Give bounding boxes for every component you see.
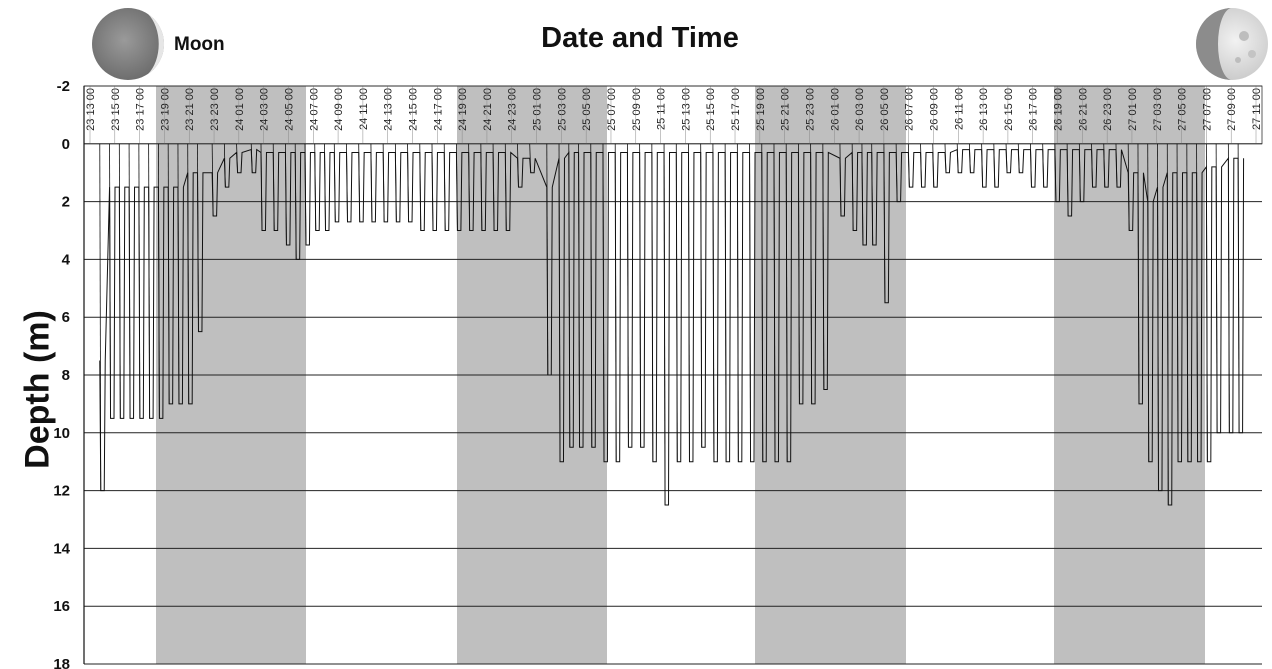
x-tick-label: 25 09 00	[631, 88, 643, 131]
x-tick-label: 23 17 00	[135, 88, 147, 131]
x-tick-label: 24 05 00	[283, 88, 295, 131]
y-tick-label: 4	[62, 251, 71, 268]
x-tick-label: 23 13 00	[85, 88, 97, 131]
x-tick-label: 25 15 00	[705, 88, 717, 131]
depth-trace-line	[99, 148, 1245, 506]
x-tick-label: 24 07 00	[308, 88, 320, 131]
x-tick-label: 24 09 00	[333, 88, 345, 131]
x-tick-label: 24 21 00	[482, 88, 494, 131]
x-tick-label: 24 03 00	[259, 88, 271, 131]
x-tick-label: 25 19 00	[755, 88, 767, 131]
x-tick-label: 23 21 00	[184, 88, 196, 131]
x-tick-label: 25 03 00	[556, 88, 568, 131]
x-tick-label: 27 07 00	[1201, 88, 1213, 131]
x-tick-label: 25 17 00	[730, 88, 742, 131]
x-tick-label: 26 23 00	[1102, 88, 1114, 131]
x-tick-label: 25 13 00	[680, 88, 692, 131]
y-tick-label: 18	[53, 656, 70, 669]
x-tick-label: 26 05 00	[879, 88, 891, 131]
x-tick-label: 23 23 00	[209, 88, 221, 131]
y-tick-label: 10	[53, 425, 70, 442]
moon-label: Moon	[174, 34, 225, 55]
x-tick-label: 24 19 00	[457, 88, 469, 131]
x-tick-label: 26 03 00	[854, 88, 866, 131]
x-tick-label: 26 07 00	[904, 88, 916, 131]
x-tick-label: 27 11 00	[1251, 88, 1263, 130]
x-tick-label: 27 01 00	[1127, 88, 1139, 131]
x-tick-label: 25 11 00	[656, 88, 668, 130]
x-tick-label: 24 01 00	[234, 88, 246, 131]
x-tick-label: 26 19 00	[1053, 88, 1065, 131]
x-tick-label: 25 23 00	[804, 88, 816, 131]
x-tick-label: 26 15 00	[1003, 88, 1015, 131]
x-tick-label: 26 13 00	[978, 88, 990, 131]
y-tick-label: 0	[62, 136, 70, 153]
x-tick-label: 23 19 00	[159, 88, 171, 131]
y-tick-label: 6	[62, 309, 70, 326]
x-tick-label: 26 11 00	[953, 88, 965, 130]
x-tick-label: 24 23 00	[507, 88, 519, 131]
y-tick-label: 2	[62, 194, 70, 211]
x-tick-label: 26 01 00	[829, 88, 841, 131]
y-tick-label: 14	[53, 540, 70, 557]
x-tick-label: 25 05 00	[581, 88, 593, 131]
y-tick-label: -2	[57, 78, 70, 95]
x-tick-label: 26 21 00	[1077, 88, 1089, 131]
x-tick-label: 27 03 00	[1152, 88, 1164, 131]
x-tick-label: 27 09 00	[1226, 88, 1238, 131]
x-tick-label: 25 07 00	[606, 88, 618, 131]
x-tick-label: 24 15 00	[408, 88, 420, 131]
y-tick-label: 12	[53, 483, 70, 500]
x-tick-label: 24 17 00	[432, 88, 444, 131]
x-tick-label: 27 05 00	[1177, 88, 1189, 131]
chart-title: Date and Time	[541, 22, 739, 54]
x-tick-label: 26 09 00	[928, 88, 940, 131]
y-tick-label: 8	[62, 367, 70, 384]
x-tick-label: 26 17 00	[1028, 88, 1040, 131]
x-tick-label: 25 01 00	[532, 88, 544, 131]
x-tick-label: 25 21 00	[780, 88, 792, 131]
x-tick-label: 24 11 00	[358, 88, 370, 130]
x-tick-label: 24 13 00	[383, 88, 395, 131]
y-tick-label: 16	[53, 598, 70, 615]
x-tick-label: 23 15 00	[110, 88, 122, 131]
